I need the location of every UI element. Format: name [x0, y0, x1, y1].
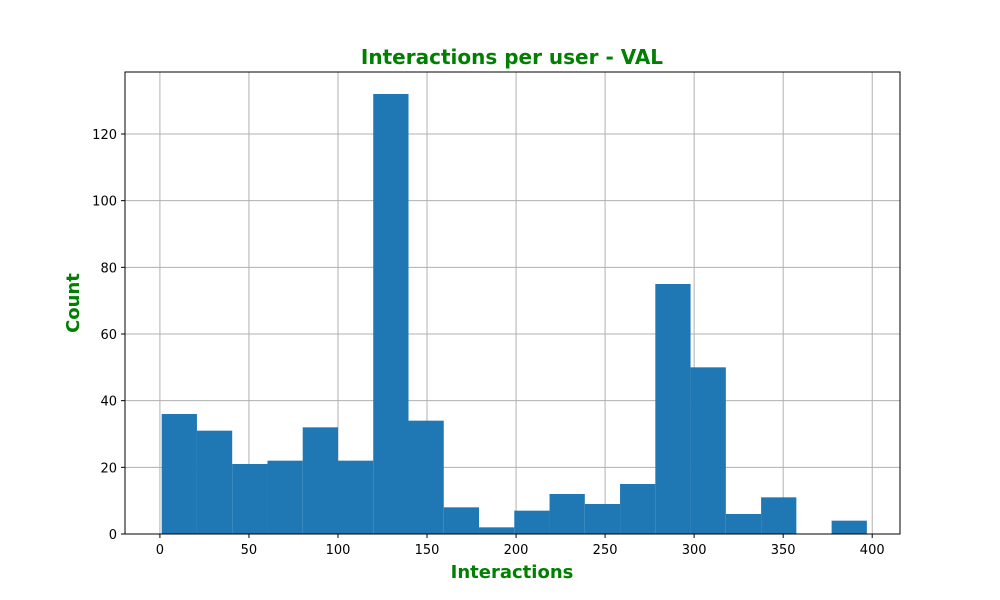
histogram-bar [549, 494, 585, 534]
y-axis-ticks: 0 20 40 60 80 100 120 [92, 128, 125, 543]
histogram-bar [620, 484, 656, 534]
y-tick-label: 100 [92, 195, 117, 210]
histogram-bars [161, 94, 867, 534]
x-tick-label: 350 [771, 543, 796, 558]
histogram-bar [443, 507, 480, 534]
x-tick-label: 100 [326, 543, 351, 558]
y-tick-label: 0 [109, 528, 117, 543]
x-tick-label: 50 [241, 543, 258, 558]
histogram-bar [196, 430, 233, 534]
x-tick-label: 200 [504, 543, 529, 558]
histogram-bar [584, 504, 621, 534]
x-axis-label: Interactions [451, 562, 574, 583]
x-axis-ticks: 0 50 100 150 200 250 300 350 400 [156, 534, 885, 558]
x-tick-label: 400 [860, 543, 885, 558]
histogram-bar [161, 414, 197, 534]
y-tick-label: 40 [100, 395, 117, 410]
histogram-bar [690, 367, 726, 534]
y-tick-label: 120 [92, 128, 117, 143]
histogram-bar [514, 510, 550, 534]
histogram-bar [337, 460, 374, 534]
x-tick-label: 250 [593, 543, 618, 558]
y-tick-label: 60 [100, 328, 117, 343]
histogram-bar [761, 497, 797, 534]
y-tick-label: 20 [100, 461, 117, 476]
histogram-bar [479, 527, 515, 534]
x-tick-label: 300 [682, 543, 707, 558]
x-tick-label: 0 [156, 543, 164, 558]
histogram-bar [655, 284, 691, 534]
x-tick-label: 150 [415, 543, 440, 558]
chart-title: Interactions per user - VAL [361, 45, 663, 69]
histogram-bar [408, 420, 444, 534]
histogram-bar [267, 460, 303, 534]
histogram-bar [232, 464, 268, 534]
histogram-bar [725, 514, 762, 534]
histogram-bar [302, 427, 338, 534]
histogram-bar [373, 94, 409, 534]
y-axis-label: Count [63, 273, 84, 333]
y-tick-label: 80 [100, 261, 117, 276]
histogram-bar [831, 520, 867, 534]
plot-frame [124, 71, 901, 535]
